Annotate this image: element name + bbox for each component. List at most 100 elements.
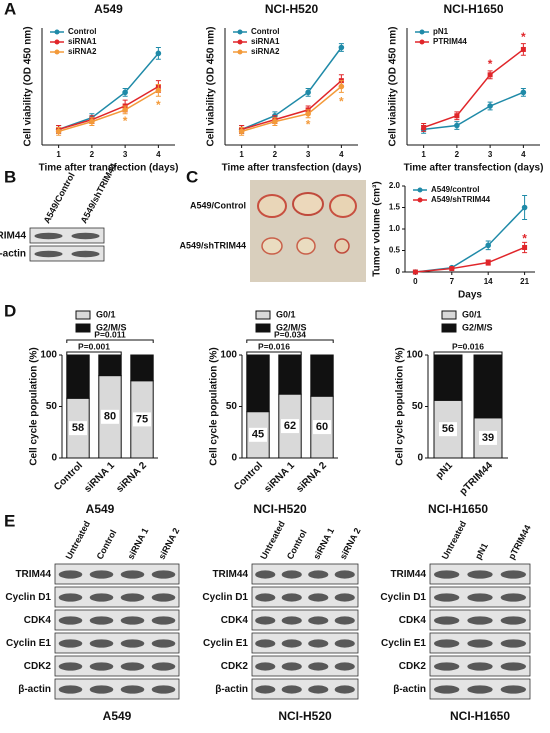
x-tick-label: 2 <box>90 150 95 159</box>
lane-label: Control <box>95 528 119 561</box>
legend-label: G0/1 <box>96 309 116 319</box>
x-tick-label: siRNA 1 <box>82 460 117 495</box>
lane-label: Untreated <box>440 519 469 561</box>
value-label-box <box>249 427 267 442</box>
value-label-box <box>313 420 331 435</box>
blot-band <box>434 639 460 648</box>
tumor <box>329 194 357 218</box>
x-tick-label: Control <box>52 460 85 493</box>
data-point <box>485 242 492 249</box>
blot-strip <box>29 245 105 262</box>
blot-band <box>120 593 145 602</box>
data-point <box>89 118 95 125</box>
legend-marker <box>237 29 243 35</box>
blot-band <box>58 616 83 625</box>
tumor <box>257 194 287 218</box>
annotation: * <box>522 231 527 245</box>
chart-title: NCI-H520 <box>265 2 319 16</box>
significance-bracket <box>66 339 154 343</box>
blot-band <box>467 616 493 625</box>
legend-label: pN1 <box>433 27 449 36</box>
blot-band <box>500 639 526 648</box>
legend-swatch <box>75 323 91 333</box>
data-point <box>449 266 455 272</box>
blot-band <box>151 593 176 602</box>
lane-label: Untreated <box>258 519 287 561</box>
y-tick-label: 0 <box>396 267 401 276</box>
value-label: 45 <box>252 429 264 441</box>
y-tick-label: 0 <box>231 453 237 464</box>
panel-label: B <box>4 167 16 186</box>
panel-label: C <box>186 167 198 186</box>
blot-band <box>120 662 145 671</box>
lane-label: A549/Control <box>42 171 77 225</box>
x-tick-label: 7 <box>450 277 455 286</box>
lane-label: Untreated <box>64 519 93 561</box>
blot-band <box>467 593 493 602</box>
blot-band <box>120 616 145 625</box>
row-label: Cyclin E1 <box>381 638 426 649</box>
bar-segment <box>310 354 334 397</box>
tumor <box>292 192 324 216</box>
legend-marker <box>54 39 60 45</box>
y-axis-label: Cell viability (OD 450 nm) <box>23 26 34 146</box>
data-point <box>521 204 528 211</box>
row-label: Cyclin E1 <box>6 638 51 649</box>
blot-band <box>281 685 302 694</box>
legend-swatch <box>255 323 271 333</box>
significance-bracket <box>246 351 302 355</box>
panel-label: A <box>4 0 16 18</box>
row-label: CDK4 <box>24 615 52 626</box>
blot-band <box>120 570 145 579</box>
blot-band <box>255 570 276 579</box>
bar-segment <box>278 354 302 395</box>
legend-label: A549/shTRIM44 <box>431 195 491 204</box>
value-label: 75 <box>136 413 148 425</box>
y-tick-label: 100 <box>40 350 57 361</box>
blot-strip <box>251 586 359 608</box>
series-line <box>415 246 525 273</box>
y-axis-label: Cell cycle population (%) <box>395 347 406 465</box>
value-label: 62 <box>284 420 296 432</box>
blot-band <box>151 570 176 579</box>
legend-swatch <box>75 310 91 320</box>
chart-title: NCI-H1650 <box>428 502 488 516</box>
legend-marker <box>417 187 423 193</box>
blot-band <box>58 639 83 648</box>
data-point <box>155 87 162 94</box>
x-axis-label: Days <box>458 290 482 301</box>
chart-title: NCI-H1650 <box>443 2 503 16</box>
value-label-box <box>281 419 299 434</box>
blot-band <box>255 639 276 648</box>
blot-band <box>500 685 526 694</box>
blot-strip <box>251 678 359 700</box>
tumor <box>296 237 316 255</box>
blot-band <box>151 616 176 625</box>
data-point <box>155 50 162 57</box>
significance-label: P=0.001 <box>78 341 110 351</box>
x-tick-label: pTRIM44 <box>458 460 496 498</box>
blot-band <box>89 570 114 579</box>
blot-band <box>281 639 302 648</box>
series-line <box>415 206 526 273</box>
significance-bracket <box>66 351 122 355</box>
blot-band <box>434 685 460 694</box>
x-tick-label: 2 <box>455 150 460 159</box>
x-tick-label: siRNA 2 <box>294 460 329 495</box>
x-tick-label: 3 <box>123 150 128 159</box>
blot-band <box>308 662 329 671</box>
row-label: CDK2 <box>399 661 427 672</box>
legend-label: PTRIM44 <box>433 37 467 46</box>
significance-label: P=0.011 <box>94 329 126 339</box>
data-point <box>122 89 128 96</box>
blot-band <box>71 250 100 258</box>
x-tick-label: 3 <box>306 150 311 159</box>
x-tick-label: 1 <box>421 150 426 159</box>
data-point <box>454 122 460 129</box>
legend-label: G2/M/S <box>276 322 307 332</box>
blot-band <box>281 593 302 602</box>
blot-strip <box>29 227 105 244</box>
legend-swatch <box>441 310 457 320</box>
data-point <box>487 72 493 78</box>
significance-bracket <box>433 351 503 355</box>
